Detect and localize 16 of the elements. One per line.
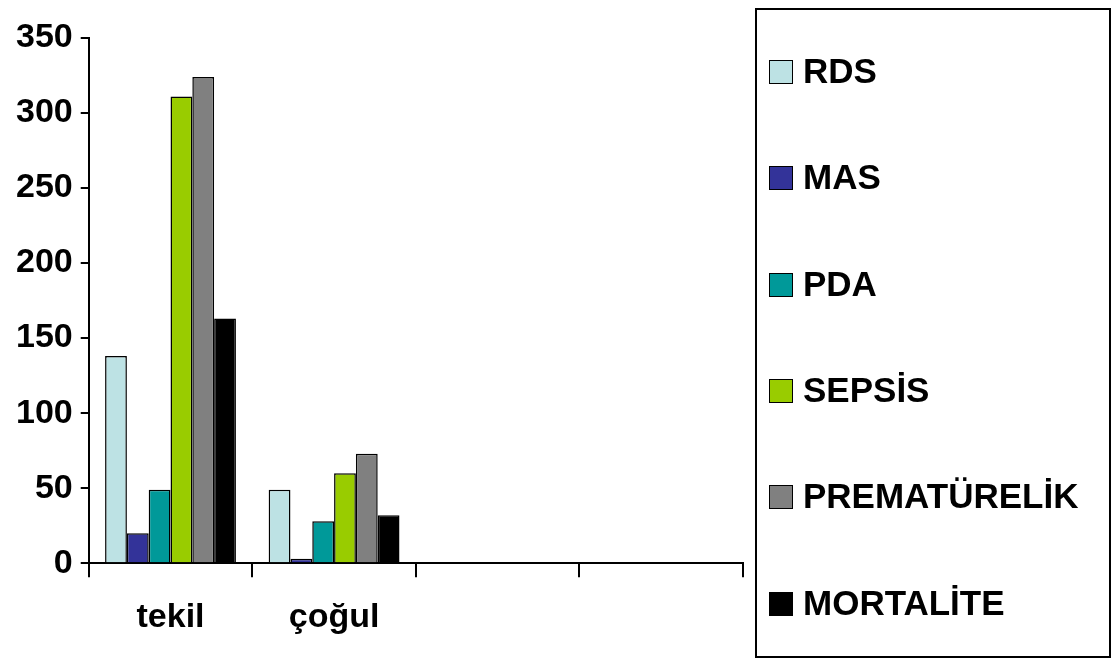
x-tick-label: tekil [136, 595, 205, 634]
y-tick-label: 150 [15, 316, 73, 355]
legend-label: PDA [803, 262, 878, 305]
legend-label: SEPSİS [803, 369, 931, 412]
y-tick-label: 200 [15, 241, 73, 280]
y-tick-label: 350 [15, 16, 73, 55]
legend-label: MORTALİTE [803, 581, 1006, 624]
y-tick-label: 50 [34, 466, 73, 505]
y-tick-label: 250 [15, 166, 73, 205]
legend-label: RDS [803, 50, 878, 93]
x-tick-label: çoğul [288, 595, 380, 634]
y-tick-label: 300 [15, 91, 73, 130]
y-tick-label: 0 [53, 541, 73, 580]
legend-label: MAS [803, 156, 882, 199]
y-tick-label: 100 [15, 391, 73, 430]
legend-label: PREMATÜRELİK [803, 475, 1080, 518]
